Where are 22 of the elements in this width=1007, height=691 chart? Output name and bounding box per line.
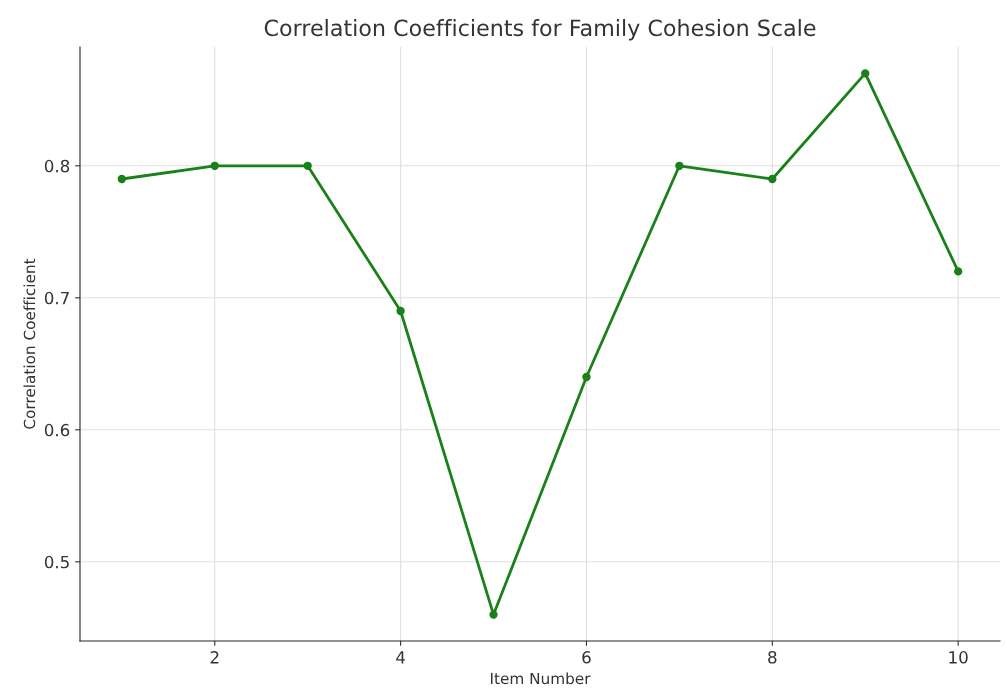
point: [210, 161, 219, 170]
point: [303, 161, 312, 170]
y-tick-label: 0.8: [44, 159, 70, 173]
point: [675, 161, 684, 170]
x-axis-title: Item Number: [491, 672, 591, 685]
x-tick-label: 2: [210, 651, 219, 664]
y-tick-label: 0.6: [44, 423, 70, 437]
point: [582, 372, 591, 382]
point: [861, 69, 870, 78]
y-tick-label: 0.5: [44, 555, 69, 569]
x-tick-label: 10: [949, 651, 968, 664]
point: [954, 267, 963, 276]
x-tick-label: 6: [582, 651, 591, 664]
y-tick-label: 0.7: [44, 291, 69, 305]
x-tick-label: 8: [768, 651, 777, 664]
y-axis-title: Correlation Coefficient: [23, 258, 36, 429]
chart-title: Correlation Coefficients for Family Cohesion Scale: [264, 19, 816, 41]
x-tick-label: 4: [396, 651, 405, 664]
point: [489, 610, 498, 619]
point: [117, 174, 126, 184]
point: [396, 306, 405, 316]
point: [768, 174, 777, 184]
